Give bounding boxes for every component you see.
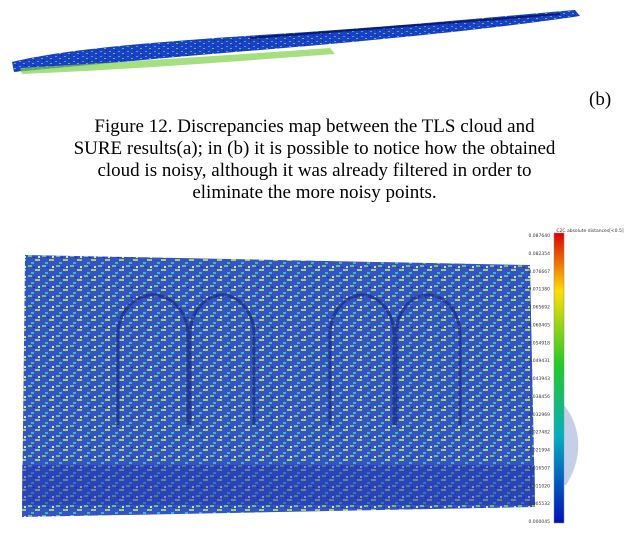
colorbar-title: C2C absolute distances[<0.5]: [556, 228, 623, 234]
colorbar-label: 0.054918: [529, 340, 551, 346]
colorbar-label: 0.027482: [529, 430, 551, 436]
colorbar-label: 0.032969: [529, 412, 551, 418]
caption-line: eliminate the more noisy points.: [0, 182, 629, 204]
figure-label: (b): [589, 89, 611, 111]
colorbar-label: 0.011020: [529, 483, 551, 489]
point-cloud-strip: [0, 0, 629, 80]
caption-line: SURE results(a); in (b) it is possible t…: [0, 138, 629, 160]
colorbar-label: 0.082354: [529, 251, 551, 257]
caption-line: cloud is noisy, although it was already …: [0, 160, 629, 182]
colorbar-label: 0.043943: [529, 376, 551, 382]
page: (b) Figure 12. Discrepancies map between…: [0, 0, 629, 539]
colorbar-label: 0.065692: [529, 305, 551, 311]
colorbar-label: 0.021994: [529, 448, 551, 454]
colorbar-label: 0.038456: [529, 394, 551, 400]
colorbar-label: 0.071380: [529, 287, 551, 293]
colorbar-label: 0.000045: [529, 519, 551, 525]
caption-line: Figure 12. Discrepancies map between the…: [0, 116, 629, 138]
discrepancy-map: C2C absolute distances[<0.5] 0.087640 0.0…: [0, 225, 629, 535]
colorbar-label: 0.005532: [529, 501, 551, 507]
colorbar-label: 0.016507: [529, 465, 551, 471]
colorbar-label: 0.076667: [529, 269, 551, 275]
colorbar-label: 0.087640: [529, 233, 551, 239]
colorbar-label: 0.049431: [529, 358, 551, 364]
colorbar-label: 0.060405: [529, 322, 551, 328]
